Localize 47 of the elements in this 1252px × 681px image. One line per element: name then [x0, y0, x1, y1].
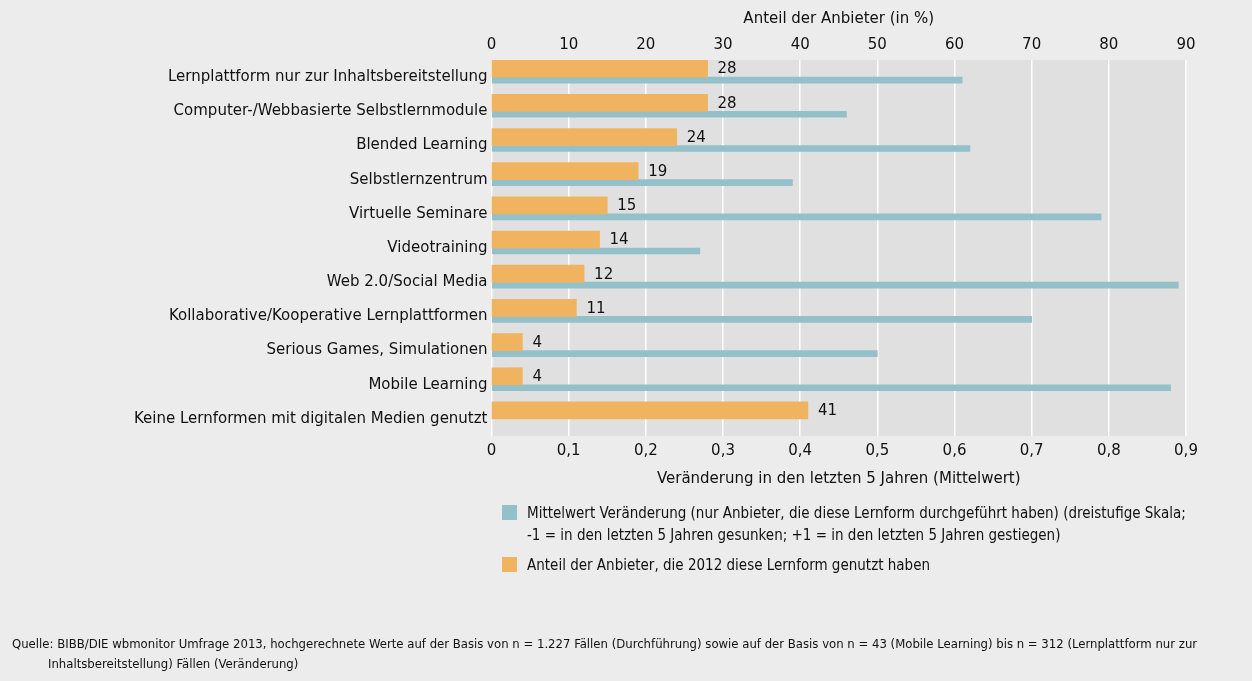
data-label: 28: [717, 93, 737, 112]
x2-tick-label: 0: [486, 34, 497, 53]
legend-label: Anteil der Anbieter, die 2012 diese Lernform genutzt haben: [527, 555, 931, 576]
y-tick-label: Selbstlernzentrum: [349, 169, 488, 188]
x2-tick-label: 90: [1176, 34, 1196, 53]
x2-tick-label: 70: [1022, 34, 1042, 53]
x-tick-label: 0,6: [942, 440, 967, 459]
data-label: 24: [686, 127, 706, 146]
data-label: 4: [532, 367, 542, 386]
x2-tick-label: 30: [713, 34, 733, 53]
y-tick-label: Mobile Learning: [368, 374, 488, 393]
y-tick-label: Computer-/Webbasierte Selbstlernmodule: [173, 101, 488, 120]
x-tick-label: 0: [486, 440, 497, 459]
y-tick-label: Keine Lernformen mit digitalen Medien genutzt: [134, 408, 488, 427]
x2-axis-title: Anteil der Anbieter (in %): [743, 8, 935, 27]
x-tick-label: 0,7: [1019, 440, 1044, 459]
data-label: 11: [586, 298, 606, 317]
x-axis-title: Veränderung in den letzten 5 Jahren (Mittelwert): [656, 468, 1021, 487]
data-label: 41: [817, 401, 837, 420]
x2-tick-label: 10: [559, 34, 579, 53]
data-label: 15: [617, 196, 637, 215]
x2-tick-label: 60: [944, 34, 965, 53]
y-tick-label: Virtuelle Seminare: [349, 203, 488, 222]
y-tick-label: Serious Games, Simulationen: [266, 340, 488, 359]
x-tick-label: 0,3: [711, 440, 735, 459]
data-label: 28: [717, 59, 737, 78]
source-note: Quelle: BIBB/DIE wbmonitor Umfrage 2013, hochgerechnete Werte auf der Basis von n = 1.227 Fällen (Durchführung) sowie auf der Basis von n = 43 (Mobile Learning) bis n = 312 (Lernplattform nur zur Inhaltsbereitstellung) Fällen (Veränderung): [12, 635, 1199, 673]
y-tick-label: Lernplattform nur zur Inhaltsbereitstellung: [167, 66, 488, 85]
y-tick-label: Kollaborative/Kooperative Lernplattformen: [168, 306, 488, 325]
x-tick-label: 0,8: [1096, 440, 1121, 459]
x2-tick-label: 80: [1099, 34, 1119, 53]
x2-tick-label: 40: [790, 34, 810, 53]
x2-tick-label: 50: [867, 34, 887, 53]
x-tick-label: 0,2: [633, 440, 658, 459]
y-tick-label: Videotraining: [387, 237, 488, 256]
x2-tick-label: 20: [636, 34, 656, 53]
x-tick-label: 0,1: [556, 440, 581, 459]
data-label: 12: [594, 264, 614, 283]
data-label: 19: [648, 162, 668, 181]
x-tick-label: 0,9: [1174, 440, 1198, 459]
y-tick-label: Blended Learning: [356, 135, 488, 154]
data-label: 14: [609, 230, 629, 249]
data-label: 4: [532, 332, 542, 351]
x-tick-label: 0,4: [788, 440, 813, 459]
x-tick-label: 0,5: [865, 440, 890, 459]
legend-label: Mittelwert Veränderung (nur Anbieter, die diese Lernform durchgeführt haben) (dreistufige Skala; -1 = in den letzten 5 Jahren gesunken; +1 = in den letzten 5 Jahren gestiegen): [527, 503, 1187, 546]
y-tick-label: Web 2.0/Social Media: [326, 272, 488, 291]
